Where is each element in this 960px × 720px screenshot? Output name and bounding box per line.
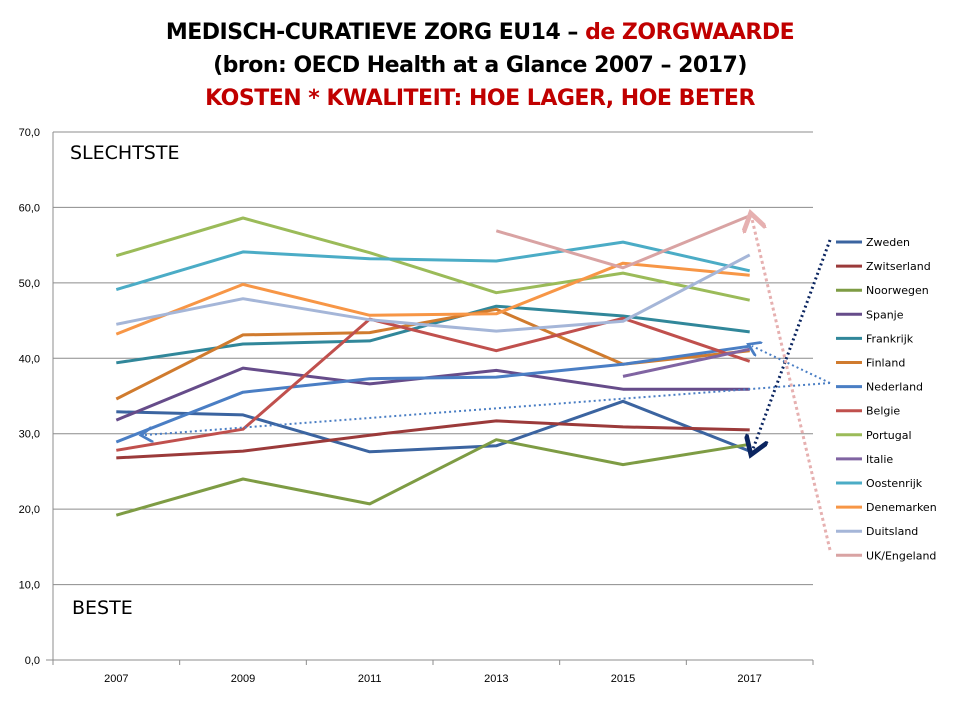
series-line-duitsland [116, 253, 751, 333]
series-line-zwitserland [116, 419, 750, 460]
legend-item: Zwitserland [836, 260, 931, 273]
series-line-uk-engeland [495, 214, 751, 270]
legend-item: Spanje [836, 308, 904, 321]
title-line-1: MEDISCH-CURATIEVE ZORG EU14 – de ZORGWAA… [0, 20, 960, 45]
legend-item: Finland [836, 357, 905, 370]
y-tick-label: 30,0 [19, 429, 40, 441]
legend-item: Frankrijk [836, 332, 914, 345]
label-worst: SLECHTSTE [70, 142, 180, 164]
title-main: MEDISCH-CURATIEVE ZORG EU14 – [165, 20, 586, 45]
legend-label: Oostenrijk [866, 477, 923, 490]
legend-label: Nederland [866, 381, 923, 394]
legend-item: Noorwegen [836, 284, 929, 297]
y-tick-label: 40,0 [19, 353, 40, 365]
series-line-zweden [116, 399, 751, 454]
x-tick-label: 2009 [231, 673, 255, 685]
pointer-arrow-nederland [752, 346, 831, 384]
legend-item: Oostenrijk [836, 477, 923, 490]
legend-label: Zweden [866, 236, 910, 249]
legend-label: Noorwegen [866, 284, 929, 297]
legend-label: Portugal [866, 429, 912, 442]
title-source: (bron: OECD Health at a Glance 2007 – 20… [213, 53, 747, 78]
series-line-nederland [115, 344, 750, 444]
legend-label: Zwitserland [866, 260, 931, 273]
title-subtitle: KOSTEN * KWALITEIT: HOE LAGER, HOE BETER [205, 86, 755, 111]
y-tick-label: 50,0 [19, 278, 40, 290]
series-line-italie [622, 347, 751, 378]
legend-label: Frankrijk [866, 332, 914, 345]
legend-item: Nederland [836, 381, 923, 394]
label-best: BESTE [72, 597, 133, 619]
legend-item: Denemarken [836, 501, 937, 514]
y-tick-label: 60,0 [19, 202, 40, 214]
legend-label: UK/Engeland [866, 549, 936, 562]
legend-label: Spanje [866, 308, 904, 321]
legend-label: Italie [866, 453, 893, 466]
legend-item: UK/Engeland [836, 549, 936, 562]
title-highlight: de ZORGWAARDE [585, 20, 795, 45]
legend-item: Duitsland [836, 525, 918, 538]
legend-item: Portugal [836, 429, 912, 442]
legend-label: Belgie [866, 405, 900, 418]
x-tick-label: 2017 [737, 673, 761, 685]
pointer-arrow-uk [752, 219, 832, 551]
y-tick-label: 0,0 [25, 655, 40, 667]
y-tick-label: 20,0 [19, 504, 40, 516]
legend-item: Zweden [836, 236, 910, 249]
series-line-denemarken [115, 261, 750, 336]
annotation-arrows [145, 219, 832, 551]
series-line-oostenrijk [115, 240, 751, 292]
x-tick-label: 2015 [611, 673, 635, 685]
series-line-noorwegen [115, 438, 750, 517]
series-line-belgie [116, 316, 751, 452]
x-tick-label: 2007 [104, 673, 128, 685]
y-tick-label: 70,0 [19, 127, 40, 139]
legend-label: Duitsland [866, 525, 918, 538]
x-tick-label: 2013 [484, 673, 508, 685]
legend-item: Italie [836, 453, 893, 466]
pointer-arrow-zweden [753, 239, 832, 449]
x-tick-label: 2011 [358, 673, 382, 685]
y-tick-label: 10,0 [19, 580, 40, 592]
series-line-portugal [115, 216, 751, 302]
legend-item: Belgie [836, 405, 900, 418]
legend-label: Finland [866, 357, 905, 370]
legend-label: Denemarken [866, 501, 937, 514]
